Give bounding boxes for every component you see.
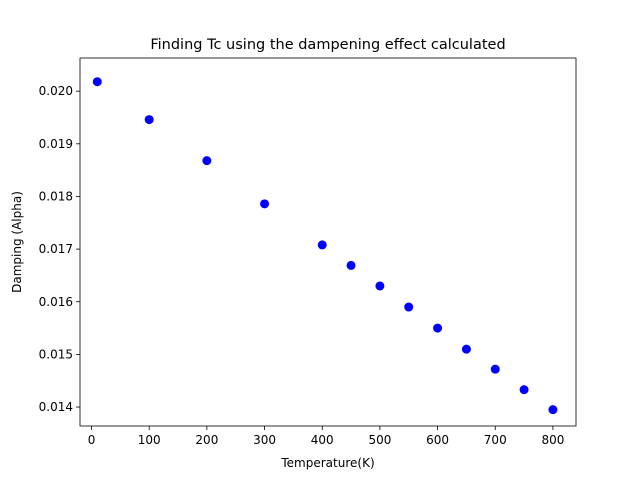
x-tick-label: 800	[541, 433, 564, 447]
x-tick-label: 100	[138, 433, 161, 447]
data-point	[404, 302, 414, 312]
data-point	[433, 323, 443, 333]
x-tick-label: 200	[195, 433, 218, 447]
x-tick-label: 500	[368, 433, 391, 447]
data-point	[461, 344, 471, 354]
y-axis-label: Damping (Alpha)	[10, 191, 24, 293]
y-tick-label: 0.015	[39, 347, 73, 361]
data-point	[375, 281, 385, 291]
x-axis-label: Temperature(K)	[280, 456, 374, 470]
y-tick-label: 0.019	[39, 137, 73, 151]
y-tick-label: 0.018	[39, 189, 73, 203]
x-tick-label: 300	[253, 433, 276, 447]
y-tick-label: 0.017	[39, 242, 73, 256]
y-tick-label: 0.014	[39, 400, 73, 414]
data-point	[346, 260, 356, 270]
axes-frame	[79, 57, 577, 427]
y-tick-label: 0.020	[39, 84, 73, 98]
x-tick-label: 400	[311, 433, 334, 447]
y-tick-label: 0.016	[39, 295, 73, 309]
data-point	[202, 156, 212, 166]
x-tick-label: 0	[88, 433, 96, 447]
data-point	[260, 199, 270, 209]
x-tick-label: 600	[426, 433, 449, 447]
x-tick-label: 700	[484, 433, 507, 447]
data-point	[317, 240, 327, 250]
data-point	[92, 77, 102, 87]
data-point	[548, 405, 558, 415]
data-point	[144, 115, 154, 125]
chart-title: Finding Tc using the dampening effect ca…	[150, 37, 505, 53]
plot-area: 0 100 200 300 400 500 600 700 800 0.014 0.015 0.016…	[39, 57, 577, 447]
data-point	[519, 385, 529, 395]
data-point	[490, 364, 500, 374]
